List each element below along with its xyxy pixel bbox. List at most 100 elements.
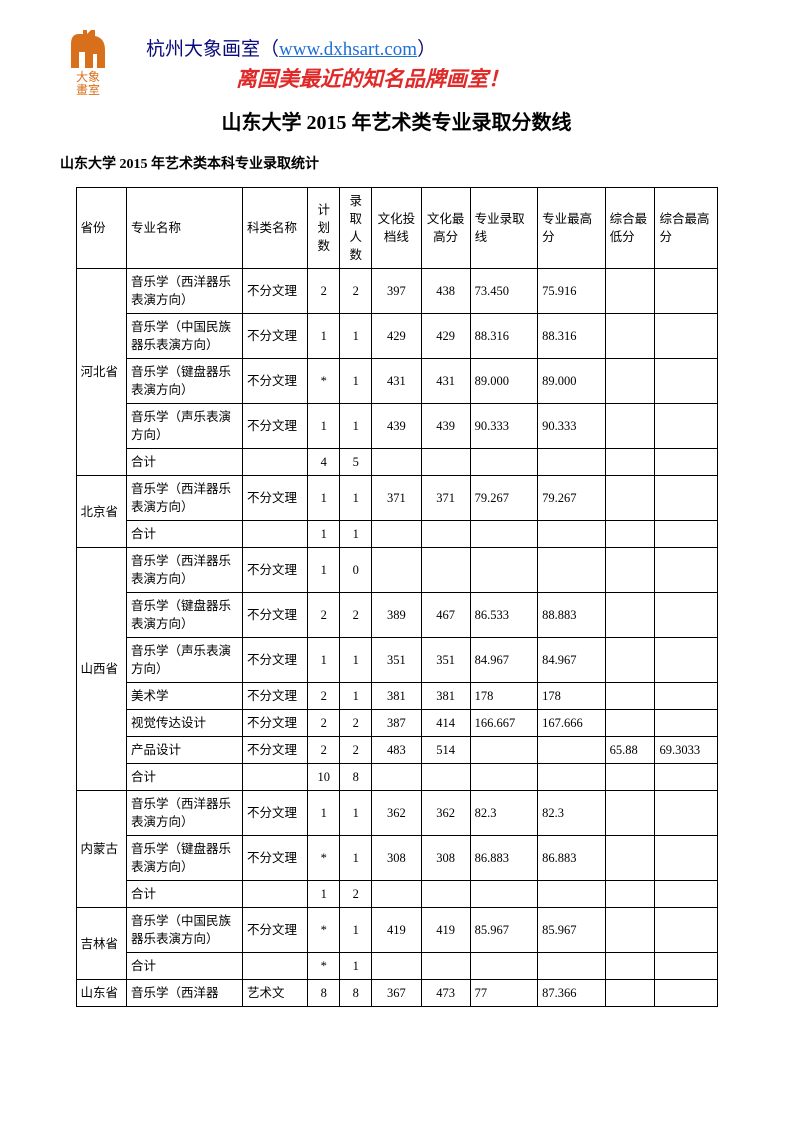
- cell: 85.967: [470, 908, 537, 953]
- cell: [421, 449, 470, 476]
- cell: 178: [538, 683, 605, 710]
- cell: 381: [421, 683, 470, 710]
- cell: 不分文理: [242, 593, 307, 638]
- cell: 82.3: [538, 791, 605, 836]
- cell: [470, 449, 537, 476]
- col-comp-low: 综合最低分: [605, 188, 655, 269]
- table-row: 音乐学（声乐表演方向）不分文理1135135184.96784.967: [76, 638, 717, 683]
- cell: 69.3033: [655, 737, 717, 764]
- website-link[interactable]: www.dxhsart.com: [279, 39, 417, 60]
- cell: [605, 953, 655, 980]
- cell: [470, 737, 537, 764]
- cell: [655, 404, 717, 449]
- cell: [421, 548, 470, 593]
- cell: 不分文理: [242, 836, 307, 881]
- cell: 86.533: [470, 593, 537, 638]
- cell: 439: [372, 404, 421, 449]
- cell: [372, 548, 421, 593]
- table-row: 河北省音乐学（西洋器乐表演方向）不分文理2239743873.45075.916: [76, 269, 717, 314]
- cell: 75.916: [538, 269, 605, 314]
- cell: 483: [372, 737, 421, 764]
- cell: 合计: [127, 521, 243, 548]
- cell: 2: [340, 710, 372, 737]
- cell: [605, 836, 655, 881]
- province-cell: 北京省: [76, 476, 127, 548]
- cell: [538, 881, 605, 908]
- cell: 1: [340, 404, 372, 449]
- cell: [372, 764, 421, 791]
- cell: 音乐学（西洋器乐表演方向）: [127, 476, 243, 521]
- page-subtitle: 山东大学 2015 年艺术类本科专业录取统计: [60, 153, 733, 173]
- cell: 88.883: [538, 593, 605, 638]
- cell: [655, 638, 717, 683]
- cell: 合计: [127, 881, 243, 908]
- cell: 88.316: [470, 314, 537, 359]
- table-row: 音乐学（键盘器乐表演方向）不分文理*130830886.88386.883: [76, 836, 717, 881]
- cell: *: [308, 953, 340, 980]
- cell: 473: [421, 980, 470, 1007]
- cell: [470, 764, 537, 791]
- cell: 1: [308, 548, 340, 593]
- cell: 不分文理: [242, 476, 307, 521]
- cell: 艺术文: [242, 980, 307, 1007]
- cell: [605, 791, 655, 836]
- cell: 1: [308, 791, 340, 836]
- cell: [605, 476, 655, 521]
- cell: 1: [308, 404, 340, 449]
- table-row: 山西省音乐学（西洋器乐表演方向）不分文理10: [76, 548, 717, 593]
- cell: [242, 953, 307, 980]
- cell: 2: [308, 593, 340, 638]
- cell: 1: [308, 476, 340, 521]
- cell: [372, 449, 421, 476]
- col-plan: 计划数: [308, 188, 340, 269]
- col-category: 科类名称: [242, 188, 307, 269]
- table-row: 产品设计不分文理2248351465.8869.3033: [76, 737, 717, 764]
- cell: [605, 548, 655, 593]
- cell: 音乐学（中国民族器乐表演方向）: [127, 314, 243, 359]
- cell: 不分文理: [242, 359, 307, 404]
- logo-text-2: 畫室: [76, 83, 100, 97]
- cell: [605, 593, 655, 638]
- table-header-row: 省份 专业名称 科类名称 计划数 录取人数 文化投档线 文化最高分 专业录取线 …: [76, 188, 717, 269]
- col-major: 专业名称: [127, 188, 243, 269]
- cell: 371: [421, 476, 470, 521]
- table-row: 山东省音乐学（西洋器艺术文883674737787.366: [76, 980, 717, 1007]
- document-header: 大象畫室 杭州大象画室（www.dxhsart.com） 离国美最近的知名品牌画…: [60, 30, 733, 98]
- page-title: 山东大学 2015 年艺术类专业录取分数线: [60, 106, 733, 135]
- cell: 86.883: [470, 836, 537, 881]
- cell: 397: [372, 269, 421, 314]
- cell: [655, 359, 717, 404]
- cell: 82.3: [470, 791, 537, 836]
- cell: 362: [372, 791, 421, 836]
- cell: 不分文理: [242, 683, 307, 710]
- cell: [655, 980, 717, 1007]
- cell: 1: [340, 791, 372, 836]
- province-cell: 山西省: [76, 548, 127, 791]
- table-row: 美术学不分文理21381381178178: [76, 683, 717, 710]
- table-row: 合计45: [76, 449, 717, 476]
- cell: 439: [421, 404, 470, 449]
- cell: 不分文理: [242, 548, 307, 593]
- cell: 308: [421, 836, 470, 881]
- cell: 389: [372, 593, 421, 638]
- cell: [655, 908, 717, 953]
- cell: [470, 521, 537, 548]
- cell: 2: [308, 269, 340, 314]
- cell: 84.967: [538, 638, 605, 683]
- cell: [470, 953, 537, 980]
- cell: 362: [421, 791, 470, 836]
- cell: 2: [340, 881, 372, 908]
- cell: 不分文理: [242, 908, 307, 953]
- cell: 79.267: [470, 476, 537, 521]
- cell: 178: [470, 683, 537, 710]
- cell: [605, 881, 655, 908]
- cell: [421, 953, 470, 980]
- cell: 不分文理: [242, 404, 307, 449]
- table-row: 合计*1: [76, 953, 717, 980]
- cell: [655, 269, 717, 314]
- cell: 音乐学（键盘器乐表演方向）: [127, 593, 243, 638]
- cell: [605, 521, 655, 548]
- cell: 86.883: [538, 836, 605, 881]
- cell: 85.967: [538, 908, 605, 953]
- logo-text-1: 大象: [76, 70, 100, 84]
